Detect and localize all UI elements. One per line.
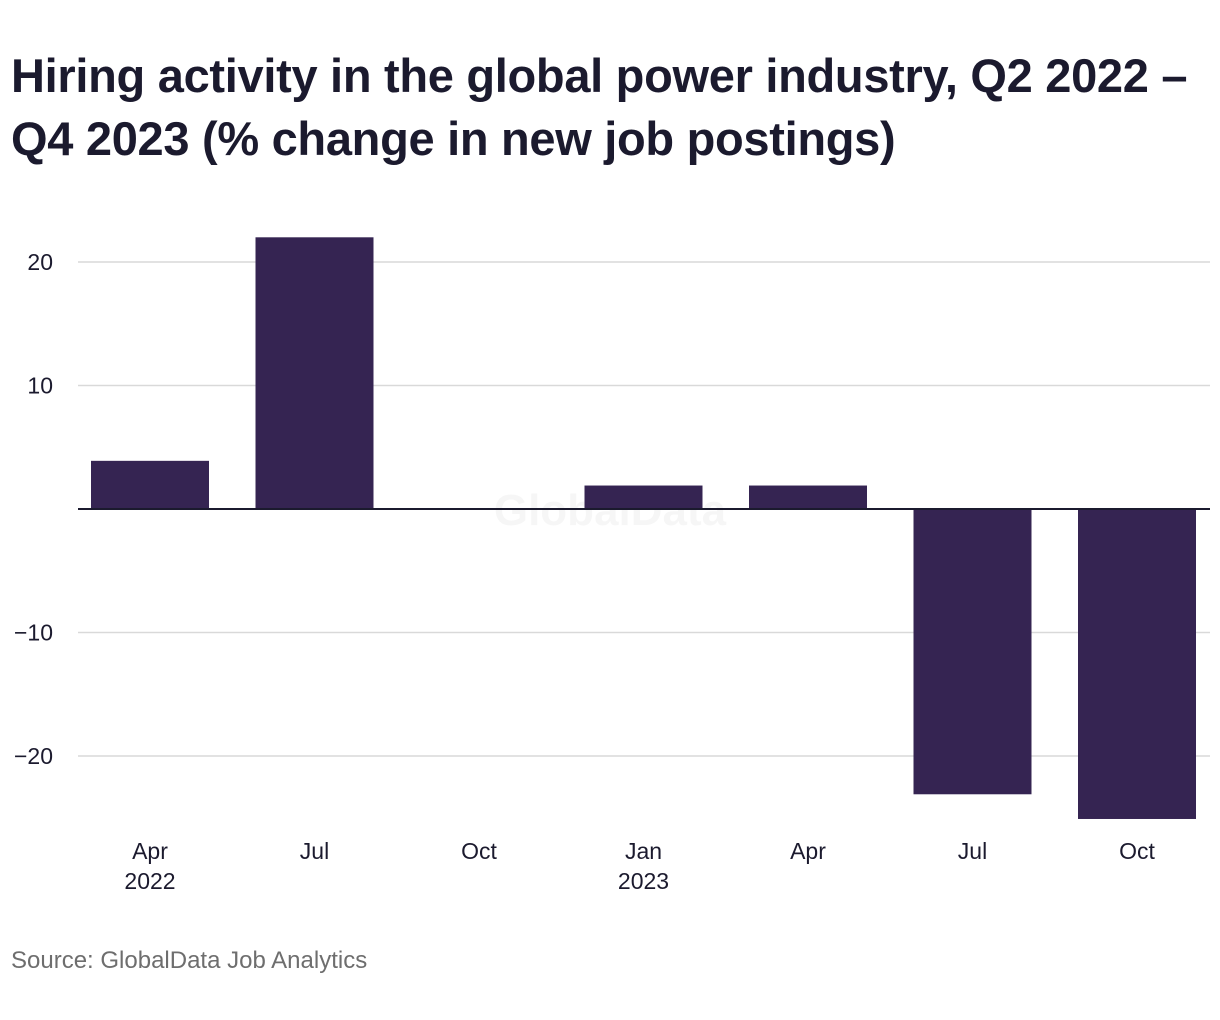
x-tick-label: Jul [958,838,987,864]
source-note: Source: GlobalData Job Analytics [11,947,368,974]
bar-q2-2023 [749,485,867,509]
bar-q3-2023 [913,509,1032,795]
x-tick-label: Jul [300,838,329,864]
y-tick-label: 20 [27,249,53,275]
x-tick-label: Apr [790,838,826,864]
x-tick-label: Jan [625,838,662,864]
bar-q2-2022 [91,460,209,509]
x-tick-label: Oct [1119,838,1155,864]
bars [91,237,1196,819]
y-axis-ticks: 20 10 −10 −20 [14,249,53,769]
bar-q4-2023 [1078,509,1196,819]
bar-q1-2023 [584,485,703,509]
y-tick-label: −20 [14,743,53,769]
x-tick-year-label: 2022 [124,868,175,894]
x-axis-ticks: Apr 2022 Jul Oct Jan 2023 Apr Jul Oct [124,838,1155,894]
y-tick-label: −10 [14,620,53,646]
x-tick-year-label: 2023 [618,868,669,894]
x-tick-label: Apr [132,838,168,864]
x-tick-label: Oct [461,838,497,864]
chart-title: Hiring activity in the global power indu… [11,49,1188,165]
y-tick-label: 10 [27,373,53,399]
bar-q3-2022 [255,237,374,510]
